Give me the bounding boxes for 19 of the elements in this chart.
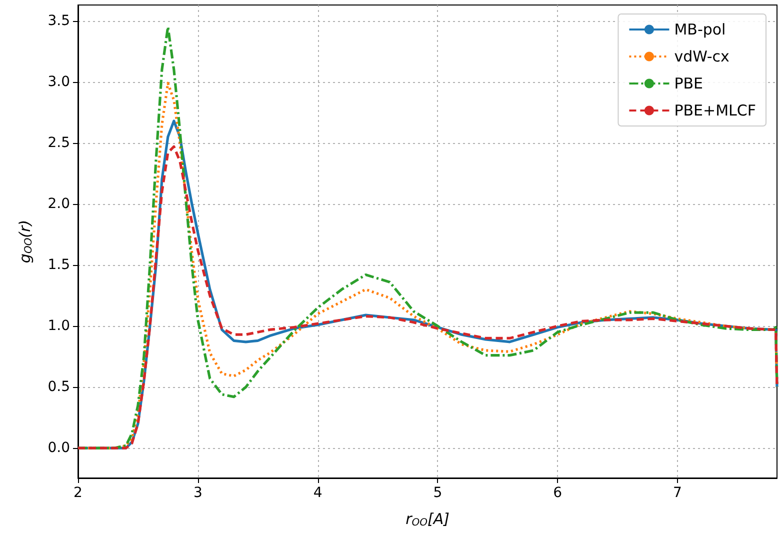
y-tick-label: 2.0	[48, 196, 70, 212]
x-tick-label: 4	[313, 485, 322, 501]
y-tick-label: 1.5	[48, 256, 70, 273]
x-tick-label: 5	[433, 485, 442, 501]
y-tick-label: 3.0	[48, 74, 70, 90]
legend-label: MB-pol	[674, 20, 726, 38]
y-tick-label: 3.5	[48, 12, 70, 29]
x-tick-label: 3	[193, 485, 202, 501]
x-tick-label: 2	[74, 485, 82, 501]
x-tick-label: 6	[553, 485, 562, 501]
y-tick-label: 1.0	[48, 318, 70, 334]
legend-label: PBE+MLCF	[674, 102, 756, 120]
x-tick-label: 7	[673, 485, 682, 501]
y-tick-label: 0.0	[48, 440, 70, 456]
legend-label: vdW-cx	[674, 48, 730, 66]
y-tick-label: 2.5	[48, 134, 70, 151]
y-axis-title: gOO(r)	[16, 220, 34, 264]
y-tick-label: 0.5	[48, 379, 70, 396]
legend-label: PBE	[674, 74, 704, 92]
